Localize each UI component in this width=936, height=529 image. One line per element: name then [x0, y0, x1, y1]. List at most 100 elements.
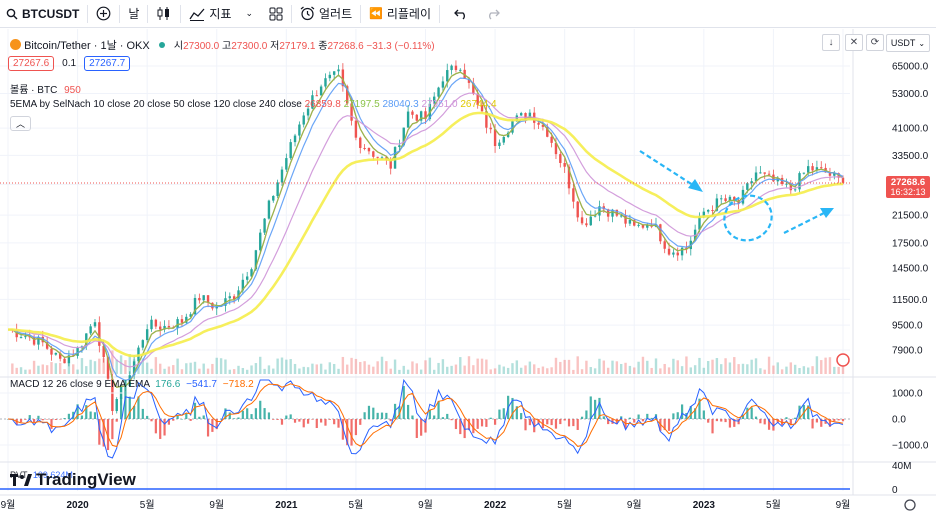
replay-button[interactable]: ⏪ 리플레이: [361, 0, 439, 28]
scroll-down-button[interactable]: ↓: [822, 34, 840, 51]
currency-select[interactable]: USDT ⌄: [886, 34, 930, 52]
annotations: [0, 150, 850, 367]
macd-histogram-bar: [646, 413, 649, 419]
interval-button[interactable]: 날: [120, 0, 147, 28]
volume-bar: [24, 369, 27, 374]
macd-histogram-bar: [841, 419, 845, 422]
macd-histogram-bar: [24, 419, 27, 420]
volume-bar: [176, 358, 179, 374]
macd-histogram-bar: [32, 419, 36, 423]
macd-histogram-bar: [198, 416, 201, 419]
pvt-label: PVT: [10, 470, 28, 480]
macd-histogram-bar: [820, 419, 823, 427]
undo-button[interactable]: [440, 0, 476, 28]
buy-button[interactable]: 27267.7: [84, 56, 131, 71]
volume-bar: [506, 367, 510, 374]
time-tick-label: 2023: [693, 500, 716, 511]
alert-button[interactable]: 얼러트: [292, 0, 360, 28]
chart-type-button[interactable]: [148, 0, 180, 28]
price-tick-label: 17500.0: [892, 238, 929, 249]
macd-histogram-bar: [633, 419, 636, 423]
candle-body: [45, 342, 49, 349]
time-tick-label: 9월: [836, 499, 851, 511]
candle-body: [328, 74, 332, 79]
macd-histogram-bar: [798, 405, 801, 419]
close-value: 27268.6: [327, 41, 364, 52]
volume-bar: [211, 363, 214, 374]
candle-body: [550, 136, 553, 143]
macd-histogram-bar: [133, 405, 136, 419]
macd-tick-label: −1000.0: [892, 441, 929, 452]
arrow-annotation-head: [688, 179, 703, 192]
chart-area[interactable]: 65000.053000.041000.033500.027000.021500…: [0, 29, 936, 524]
chart-title: Bitcoin/Tether · 1날 · OKX: [24, 40, 150, 52]
volume-bar: [193, 361, 197, 374]
candle-body: [515, 115, 519, 122]
candle-body: [159, 326, 162, 330]
candle-body: [489, 127, 492, 130]
macd-histogram-bar: [254, 408, 257, 419]
macd-histogram-bar: [141, 408, 144, 419]
volume-bar: [641, 356, 645, 374]
volume-bar: [511, 363, 514, 374]
volume-bar: [546, 368, 549, 374]
price-chart-svg[interactable]: 65000.053000.041000.033500.027000.021500…: [0, 29, 936, 524]
candle-body: [102, 345, 105, 358]
redo-button[interactable]: [476, 0, 508, 28]
macd-histogram-bar: [263, 408, 266, 419]
macd-histogram-bar: [754, 416, 758, 419]
macd-histogram-bar: [398, 406, 401, 419]
macd-histogram-bar: [572, 419, 575, 427]
candle-body: [454, 65, 458, 71]
restore-button[interactable]: ⟳: [866, 34, 884, 51]
macd-histogram-bar: [293, 419, 297, 423]
macd-legend: MACD 12 26 close 9 EMA EMA 176.6 −541.7 …: [10, 379, 254, 390]
volume-bar: [798, 368, 801, 374]
candle-body: [145, 329, 149, 341]
candle-body: [441, 81, 445, 88]
sell-button[interactable]: 27267.6: [8, 56, 55, 71]
macd-histogram-bar: [746, 407, 749, 419]
candle-body: [259, 232, 262, 251]
volume-bar: [711, 359, 714, 374]
trade-buttons: 27267.6 0.1 27267.7: [8, 56, 131, 71]
macd-histogram-bar: [759, 419, 762, 424]
volume-bar: [576, 356, 579, 374]
market-status-dot: [158, 42, 165, 48]
volume-bar: [841, 365, 845, 374]
macd-histogram-bar: [333, 419, 336, 425]
volume-bar: [58, 362, 62, 374]
collapse-legend-button[interactable]: ︿: [10, 116, 32, 131]
close-pane-button[interactable]: ✕: [845, 34, 863, 51]
candle-body: [67, 355, 71, 364]
macd-histogram-bar: [150, 419, 153, 422]
volume-bar: [319, 363, 323, 374]
macd-histogram-bar: [219, 418, 223, 420]
candle-body: [559, 154, 562, 163]
time-axis[interactable]: 9월 2020 5월 9월 2021 5월 9월 2022 5월 9월 2023 5월 9월: [1, 499, 916, 511]
indicators-button[interactable]: 지표 ⌄: [181, 0, 261, 28]
volume-bar: [163, 368, 166, 374]
volume-bar: [446, 366, 449, 374]
candle-body: [406, 111, 410, 128]
candle-body: [211, 302, 214, 309]
volume-bar: [202, 363, 205, 374]
layouts-button[interactable]: [261, 0, 291, 28]
macd-histogram-bar: [511, 397, 514, 419]
macd-histogram-bar: [50, 419, 53, 429]
candle-body: [267, 200, 271, 219]
symbol-search[interactable]: BTCUSDT: [0, 0, 87, 28]
redo-icon: [486, 8, 500, 20]
macd-histogram-bar: [241, 410, 244, 419]
volume-bar: [637, 361, 640, 374]
price-axis[interactable]: 65000.053000.041000.033500.027000.021500…: [886, 62, 930, 497]
volume-bar: [302, 366, 305, 374]
candle-body: [37, 336, 40, 345]
volume-bar: [315, 364, 318, 374]
macd-histogram-bar: [215, 419, 218, 430]
candle-body: [450, 65, 453, 71]
volume-bar: [541, 366, 545, 374]
candle-body: [19, 337, 23, 339]
candle-body: [185, 316, 188, 323]
compare-button[interactable]: [88, 0, 119, 28]
